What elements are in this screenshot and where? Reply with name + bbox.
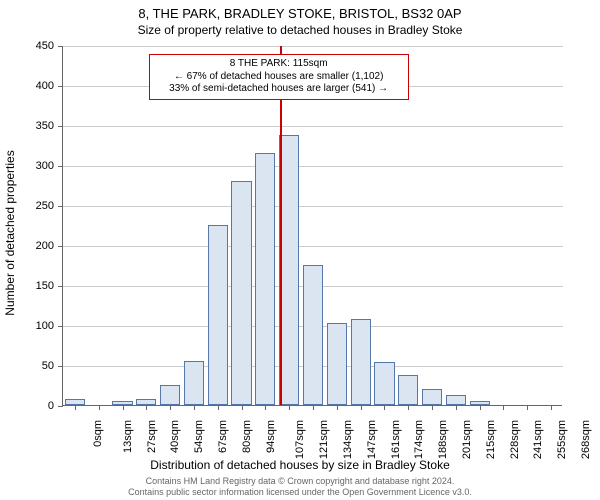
xtick-mark bbox=[123, 405, 124, 410]
xtick-mark bbox=[75, 405, 76, 410]
xtick-mark bbox=[527, 405, 528, 410]
xtick-label: 121sqm bbox=[318, 420, 330, 459]
ytick-mark bbox=[58, 46, 63, 47]
xtick-mark bbox=[289, 405, 290, 410]
ytick-mark bbox=[58, 366, 63, 367]
xtick-label: 147sqm bbox=[366, 420, 378, 459]
marker-line bbox=[280, 46, 282, 405]
ytick-label: 200 bbox=[14, 240, 54, 252]
xtick-mark bbox=[313, 405, 314, 410]
xtick-label: 255sqm bbox=[556, 420, 568, 459]
ytick-label: 50 bbox=[14, 360, 54, 372]
ytick-mark bbox=[58, 286, 63, 287]
ytick-label: 250 bbox=[14, 200, 54, 212]
xtick-label: 201sqm bbox=[461, 420, 473, 459]
bar bbox=[184, 361, 204, 405]
chart-subtitle: Size of property relative to detached ho… bbox=[0, 21, 600, 37]
xtick-label: 228sqm bbox=[509, 420, 521, 459]
xtick-mark bbox=[146, 405, 147, 410]
bar bbox=[208, 225, 228, 405]
footer-line1: Contains HM Land Registry data © Crown c… bbox=[0, 476, 600, 487]
xtick-label: 188sqm bbox=[437, 420, 449, 459]
xtick-label: 215sqm bbox=[485, 420, 497, 459]
gridline bbox=[63, 126, 563, 127]
xtick-mark bbox=[218, 405, 219, 410]
bar bbox=[351, 319, 371, 405]
ytick-mark bbox=[58, 406, 63, 407]
footer-line2: Contains public sector information licen… bbox=[0, 487, 600, 498]
plot bbox=[62, 46, 562, 406]
xtick-mark bbox=[242, 405, 243, 410]
xtick-mark bbox=[551, 405, 552, 410]
xtick-label: 161sqm bbox=[390, 420, 402, 459]
plot-area: 8 THE PARK: 115sqm ← 67% of detached hou… bbox=[62, 46, 562, 406]
ytick-mark bbox=[58, 246, 63, 247]
ytick-mark bbox=[58, 326, 63, 327]
annotation-line1: 8 THE PARK: 115sqm bbox=[156, 58, 402, 71]
gridline bbox=[63, 46, 563, 47]
chart-container: 8, THE PARK, BRADLEY STOKE, BRISTOL, BS3… bbox=[0, 0, 600, 500]
xtick-label: 268sqm bbox=[580, 420, 592, 459]
xtick-label: 67sqm bbox=[217, 420, 229, 453]
bar bbox=[398, 375, 418, 405]
xtick-mark bbox=[170, 405, 171, 410]
ytick-label: 100 bbox=[14, 320, 54, 332]
ytick-label: 450 bbox=[14, 40, 54, 52]
xtick-label: 13sqm bbox=[122, 420, 134, 453]
ytick-mark bbox=[58, 206, 63, 207]
xtick-label: 174sqm bbox=[414, 420, 426, 459]
ytick-mark bbox=[58, 86, 63, 87]
ytick-label: 400 bbox=[14, 80, 54, 92]
ytick-label: 150 bbox=[14, 280, 54, 292]
xtick-mark bbox=[265, 405, 266, 410]
footer: Contains HM Land Registry data © Crown c… bbox=[0, 476, 600, 498]
ytick-label: 300 bbox=[14, 160, 54, 172]
bar bbox=[303, 265, 323, 405]
ytick-mark bbox=[58, 126, 63, 127]
xtick-mark bbox=[99, 405, 100, 410]
chart-title: 8, THE PARK, BRADLEY STOKE, BRISTOL, BS3… bbox=[0, 0, 600, 21]
xtick-mark bbox=[194, 405, 195, 410]
xtick-label: 134sqm bbox=[342, 420, 354, 459]
xtick-label: 27sqm bbox=[146, 420, 158, 453]
xtick-label: 241sqm bbox=[533, 420, 545, 459]
annotation-line3: 33% of semi-detached houses are larger (… bbox=[156, 83, 402, 96]
ytick-mark bbox=[58, 166, 63, 167]
annotation-box: 8 THE PARK: 115sqm ← 67% of detached hou… bbox=[149, 54, 409, 100]
gridline bbox=[63, 206, 563, 207]
xtick-mark bbox=[480, 405, 481, 410]
xtick-label: 94sqm bbox=[265, 420, 277, 453]
ytick-label: 0 bbox=[14, 400, 54, 412]
bar bbox=[374, 362, 394, 405]
bar bbox=[446, 395, 466, 405]
gridline bbox=[63, 246, 563, 247]
bar bbox=[255, 153, 275, 405]
xtick-label: 0sqm bbox=[92, 420, 104, 447]
xtick-mark bbox=[456, 405, 457, 410]
xtick-mark bbox=[503, 405, 504, 410]
xtick-label: 107sqm bbox=[295, 420, 307, 459]
xtick-mark bbox=[361, 405, 362, 410]
bar bbox=[231, 181, 251, 405]
bar bbox=[279, 135, 299, 405]
xtick-mark bbox=[337, 405, 338, 410]
gridline bbox=[63, 166, 563, 167]
bar bbox=[327, 323, 347, 405]
ytick-label: 350 bbox=[14, 120, 54, 132]
xtick-label: 40sqm bbox=[169, 420, 181, 453]
bar bbox=[160, 385, 180, 405]
xtick-mark bbox=[384, 405, 385, 410]
xtick-mark bbox=[408, 405, 409, 410]
xtick-label: 54sqm bbox=[193, 420, 205, 453]
xtick-label: 80sqm bbox=[241, 420, 253, 453]
bar bbox=[422, 389, 442, 405]
xtick-mark bbox=[432, 405, 433, 410]
x-axis-label: Distribution of detached houses by size … bbox=[0, 458, 600, 472]
annotation-line2: ← 67% of detached houses are smaller (1,… bbox=[156, 71, 402, 84]
